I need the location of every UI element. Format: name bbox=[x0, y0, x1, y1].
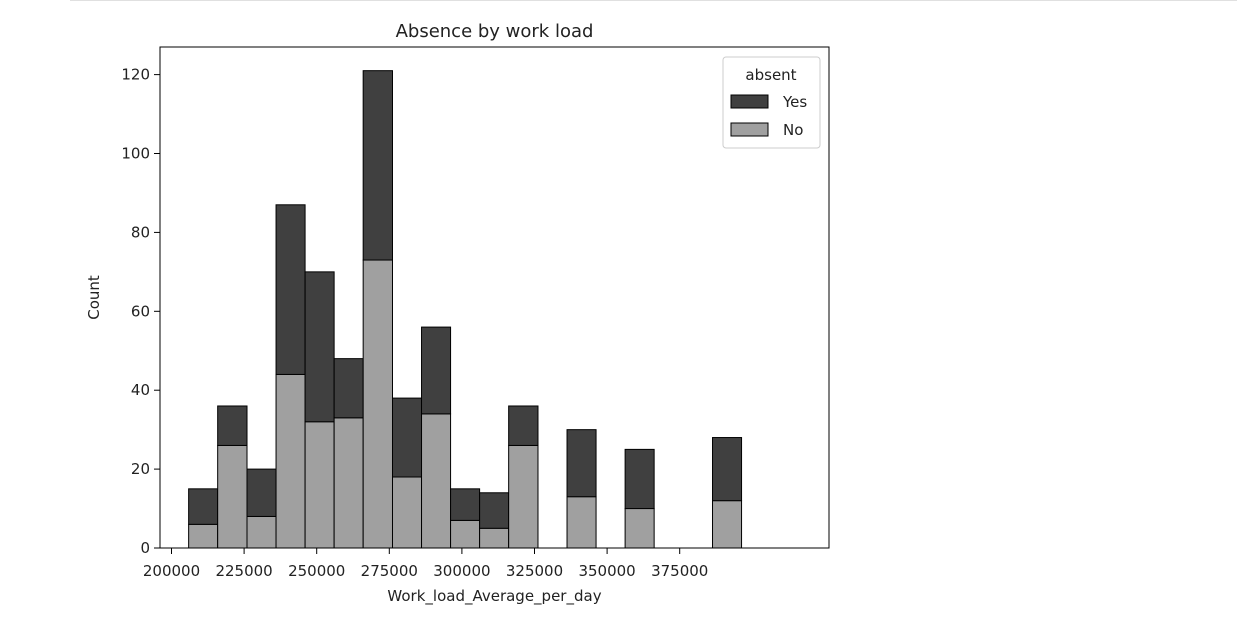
bar-yes-3 bbox=[275, 204, 306, 375]
bar-yes-0 bbox=[188, 488, 219, 525]
bar-yes-11 bbox=[508, 405, 539, 446]
legend-label-no: No bbox=[783, 121, 803, 139]
legend-title: absent bbox=[745, 66, 796, 84]
bar-no-10 bbox=[479, 527, 510, 549]
y-tick-label-3: 60 bbox=[131, 302, 150, 320]
chart-title: Absence by work load bbox=[396, 21, 594, 42]
x-tick-label-1: 225000 bbox=[215, 562, 272, 580]
legend-swatch-yes bbox=[730, 94, 769, 109]
x-tick-label-6: 350000 bbox=[578, 562, 635, 580]
y-axis-label: Count bbox=[85, 275, 103, 320]
y-tick-label-5: 100 bbox=[121, 145, 150, 163]
bar-no-4 bbox=[304, 421, 335, 549]
bar-no-2 bbox=[246, 515, 277, 549]
bar-no-5 bbox=[333, 417, 364, 549]
x-axis-label: Work_load_Average_per_day bbox=[387, 587, 601, 606]
x-tick-label-5: 325000 bbox=[506, 562, 563, 580]
bar-no-13 bbox=[566, 496, 597, 549]
bar-yes-10 bbox=[479, 492, 510, 529]
bar-yes-15 bbox=[624, 448, 655, 510]
plot-frame bbox=[159, 46, 830, 549]
bar-no-0 bbox=[188, 523, 219, 549]
y-axis-ticks: 0 20 40 60 80 100 120 bbox=[121, 66, 160, 557]
bar-no-7 bbox=[391, 476, 423, 549]
bar-yes-9 bbox=[450, 488, 481, 521]
bar-no-18 bbox=[712, 500, 743, 549]
bar-yes-7 bbox=[391, 397, 423, 478]
bar-yes-4 bbox=[304, 271, 335, 423]
y-tick-label-4: 80 bbox=[131, 223, 150, 241]
y-tick-label-1: 20 bbox=[131, 460, 150, 478]
bar-no-9 bbox=[450, 519, 481, 549]
x-tick-label-7: 375000 bbox=[651, 562, 708, 580]
bar-no-8 bbox=[421, 413, 452, 549]
top-divider bbox=[70, 0, 1237, 1]
bar-yes-6 bbox=[362, 70, 393, 261]
y-tick-label-6: 120 bbox=[121, 66, 150, 84]
bar-no-15 bbox=[624, 508, 655, 549]
x-tick-label-0: 200000 bbox=[143, 562, 200, 580]
x-axis-ticks: 200000 225000 250000 275000 300000 325000 3500… bbox=[143, 548, 708, 580]
bar-no-11 bbox=[508, 444, 539, 549]
x-tick-label-3: 275000 bbox=[361, 562, 418, 580]
bar-no-1 bbox=[217, 444, 248, 549]
legend-label-yes: Yes bbox=[782, 93, 807, 111]
y-tick-label-0: 0 bbox=[140, 539, 150, 557]
bar-no-6 bbox=[362, 259, 393, 549]
y-tick-label-2: 40 bbox=[131, 381, 150, 399]
bar-yes-18 bbox=[712, 437, 743, 502]
bar-yes-5 bbox=[333, 358, 364, 419]
bar-yes-1 bbox=[217, 405, 248, 446]
bar-yes-8 bbox=[421, 326, 452, 415]
bar-yes-2 bbox=[246, 468, 277, 517]
legend: absent Yes No bbox=[722, 56, 821, 149]
legend-swatch-no bbox=[730, 122, 769, 137]
bar-no-3 bbox=[275, 373, 306, 549]
x-tick-label-4: 300000 bbox=[433, 562, 490, 580]
x-tick-label-2: 250000 bbox=[288, 562, 345, 580]
bars-group bbox=[188, 70, 743, 549]
bar-yes-13 bbox=[566, 429, 597, 498]
